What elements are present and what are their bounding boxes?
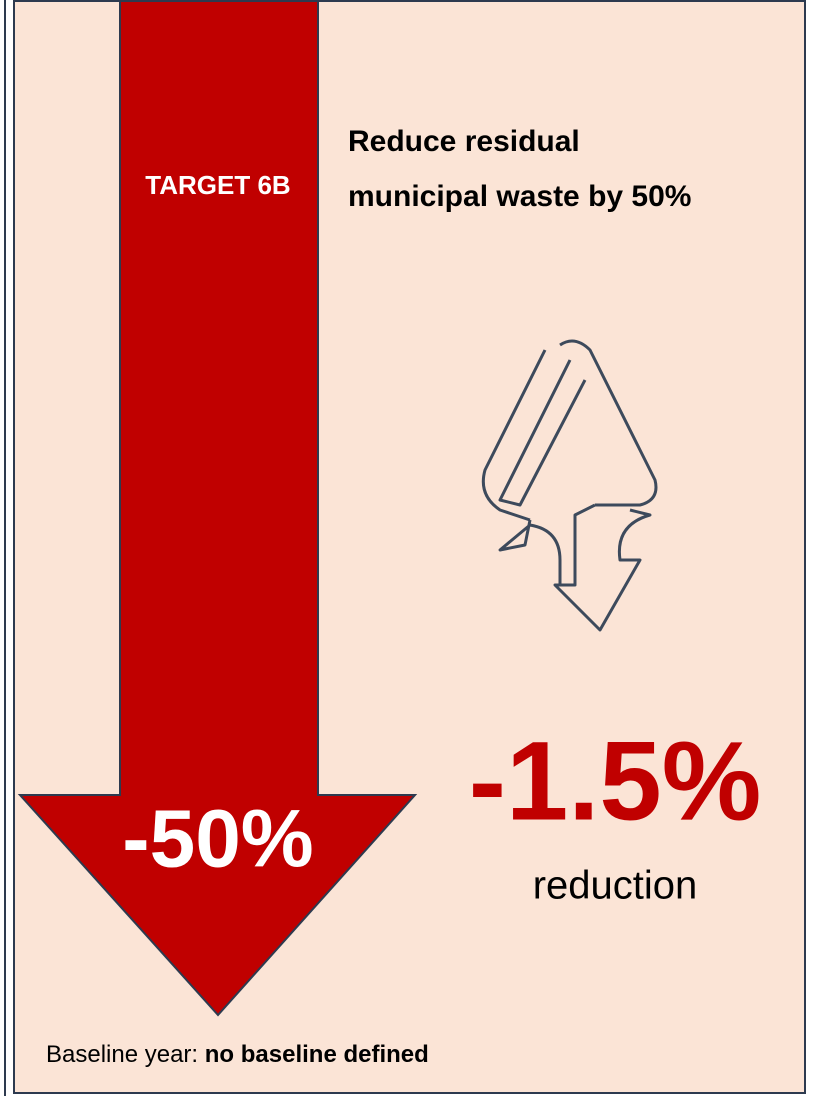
- current-value: -1.5%: [469, 719, 762, 844]
- title-line: Reduce residual: [348, 125, 580, 158]
- reduce-icon: [481, 339, 658, 632]
- baseline-value: no baseline defined: [205, 1041, 429, 1068]
- baseline-label: Baseline year:: [46, 1041, 198, 1068]
- target-value: -50%: [122, 794, 313, 885]
- baseline: Baseline year: no baseline defined: [46, 1041, 429, 1068]
- title-line: municipal waste by 50%: [348, 180, 691, 213]
- target-arrow: [17, 0, 418, 1017]
- current-caption: reduction: [533, 864, 698, 908]
- target-label: TARGET 6B: [145, 170, 290, 200]
